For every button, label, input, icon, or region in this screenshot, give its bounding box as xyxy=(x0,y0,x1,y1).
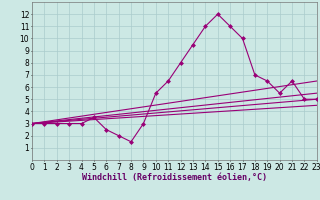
X-axis label: Windchill (Refroidissement éolien,°C): Windchill (Refroidissement éolien,°C) xyxy=(82,173,267,182)
